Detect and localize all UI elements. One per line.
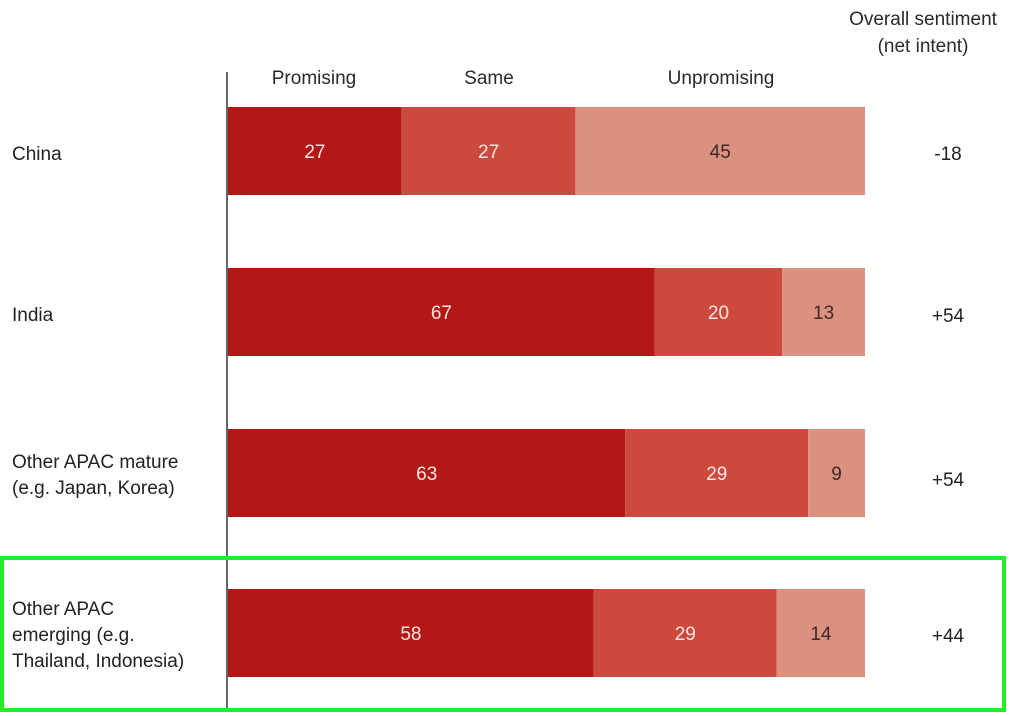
bar-unpromising-china	[575, 107, 865, 195]
net-intent-apac-mature: +54	[931, 470, 965, 491]
category-label-apac-emerging: Other APAC emerging (e.g. Thailand, Indo…	[12, 597, 184, 675]
bar-same-apac-mature	[625, 429, 809, 517]
net-intent-apac-emerging: +44	[931, 626, 965, 647]
data-label-promising-apac-emerging: 58	[400, 624, 421, 645]
overall-sentiment-subtitle: (net intent)	[877, 36, 969, 57]
bar-same-china	[401, 107, 576, 195]
legend-unpromising: Unpromising	[667, 68, 775, 89]
bar-promising-china	[228, 107, 402, 195]
category-label-apac-mature: Other APAC mature (e.g. Japan, Korea)	[12, 450, 179, 502]
data-label-same-india: 20	[708, 303, 729, 324]
bar-unpromising-india	[782, 268, 865, 356]
category-label-india: India	[12, 303, 53, 329]
data-label-same-china: 27	[478, 142, 499, 163]
data-label-unpromising-apac-emerging: 14	[810, 624, 832, 645]
highlight-box	[0, 556, 1006, 712]
category-label-line: Other APAC mature	[12, 452, 179, 473]
overall-sentiment-header: Overall sentiment (net intent)	[823, 6, 1023, 60]
data-label-promising-china: 27	[304, 142, 325, 163]
category-label-line: (e.g. Japan, Korea)	[12, 478, 175, 499]
category-label-china: China	[12, 142, 62, 168]
data-label-same-apac-mature: 29	[706, 464, 727, 485]
bar-promising-apac-emerging	[228, 589, 594, 677]
overall-sentiment-title: Overall sentiment	[849, 9, 997, 30]
bar-same-india	[654, 268, 783, 356]
legend-promising: Promising	[271, 68, 357, 89]
net-intent-india: +54	[931, 306, 965, 327]
data-label-promising-apac-mature: 63	[416, 464, 437, 485]
category-label-line: emerging (e.g.	[12, 625, 135, 646]
bar-same-apac-emerging	[593, 589, 777, 677]
data-label-same-apac-emerging: 29	[675, 624, 696, 645]
bar-unpromising-apac-emerging	[776, 589, 865, 677]
category-label-line: Other APAC	[12, 599, 115, 620]
data-label-unpromising-apac-mature: 9	[831, 464, 842, 485]
category-label-line: India	[12, 305, 54, 326]
category-label-line: Thailand, Indonesia)	[12, 651, 185, 672]
bar-promising-apac-mature	[228, 429, 626, 517]
data-label-promising-india: 67	[431, 303, 452, 324]
bar-unpromising-apac-mature	[808, 429, 865, 517]
legend-same: Same	[464, 68, 514, 89]
data-label-unpromising-china: 45	[710, 142, 731, 163]
category-label-line: China	[12, 144, 62, 165]
net-intent-china: -18	[934, 144, 962, 165]
data-label-unpromising-india: 13	[813, 303, 834, 324]
bar-promising-india	[228, 268, 655, 356]
